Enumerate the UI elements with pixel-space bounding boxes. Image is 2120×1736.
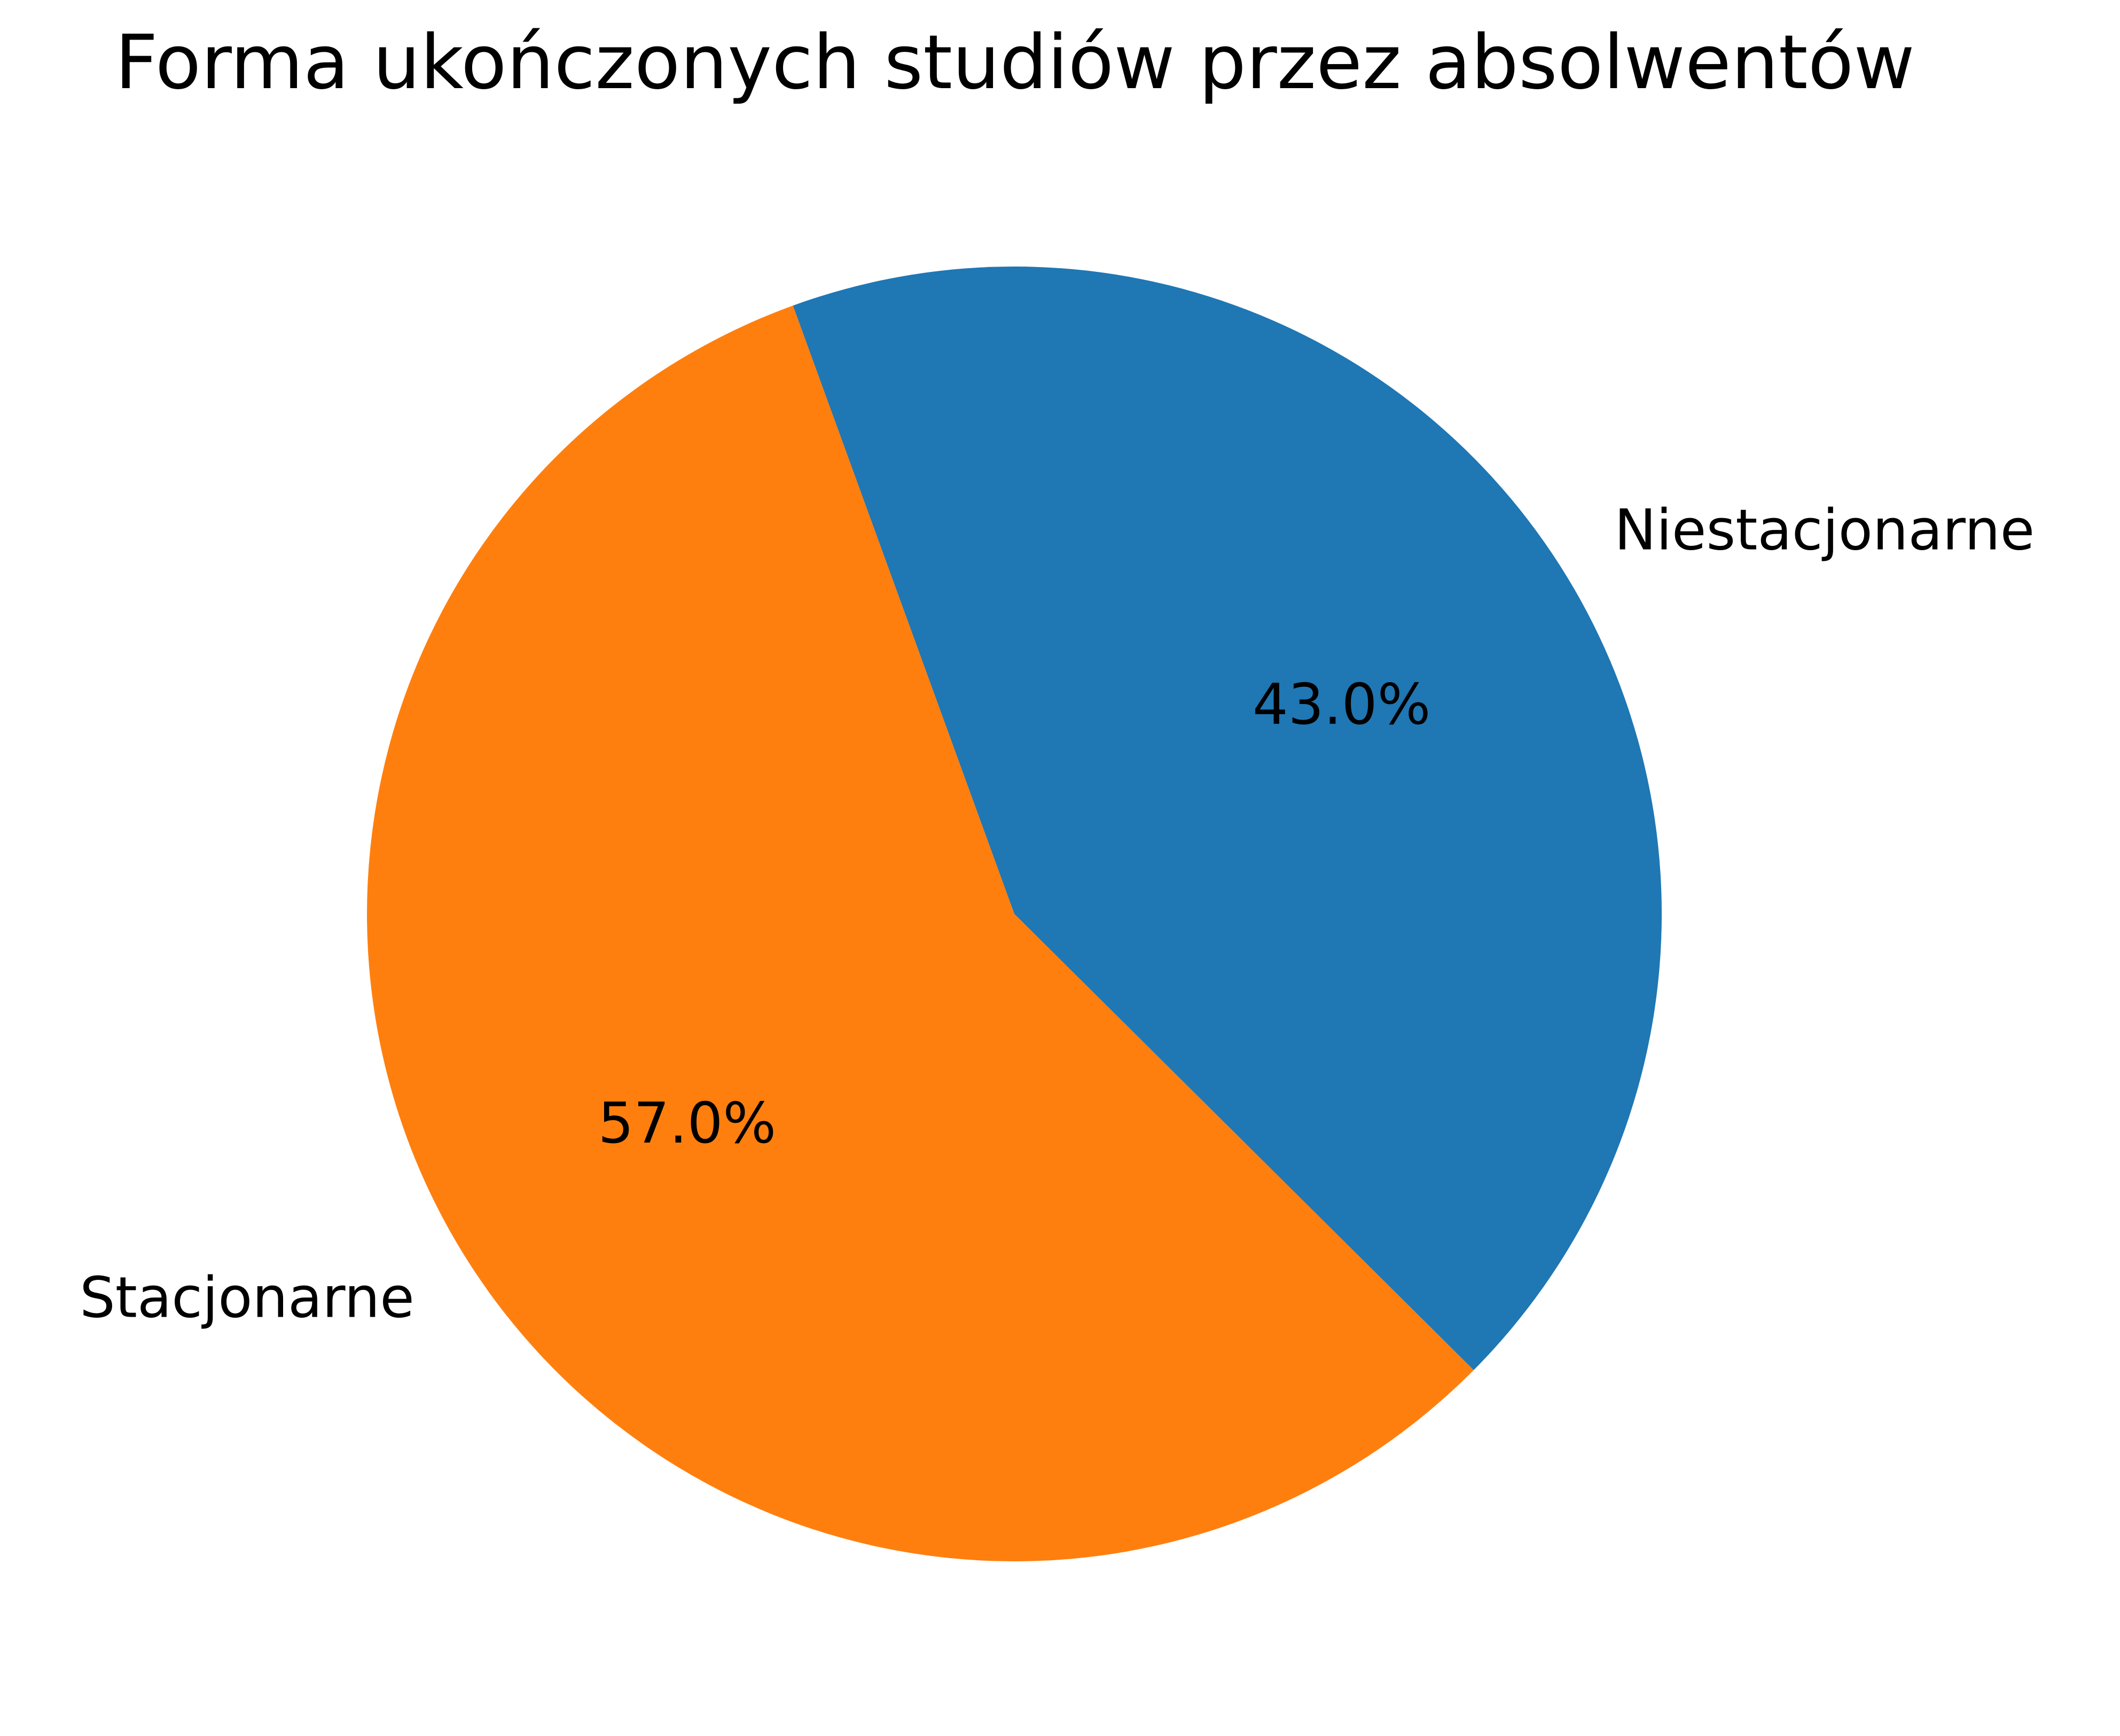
chart-title: Forma ukończonych studiów przez absolwen… xyxy=(115,19,1915,106)
pie-slice-stacjonarne xyxy=(367,306,1474,1561)
pie-slices xyxy=(367,266,1662,1561)
pie-slice-niestacjonarne xyxy=(793,266,1662,1371)
slice-pct-label-niestacjonarne: 43.0% xyxy=(1253,672,1431,737)
slice-label-niestacjonarne: Niestacjonarne xyxy=(1614,498,2035,563)
slice-pct-label-stacjonarne: 57.0% xyxy=(598,1091,777,1156)
slice-label-stacjonarne: Stacjonarne xyxy=(80,1265,414,1330)
pie-labels: Niestacjonarne 43.0% Stacjonarne 57.0% xyxy=(80,498,2035,1331)
